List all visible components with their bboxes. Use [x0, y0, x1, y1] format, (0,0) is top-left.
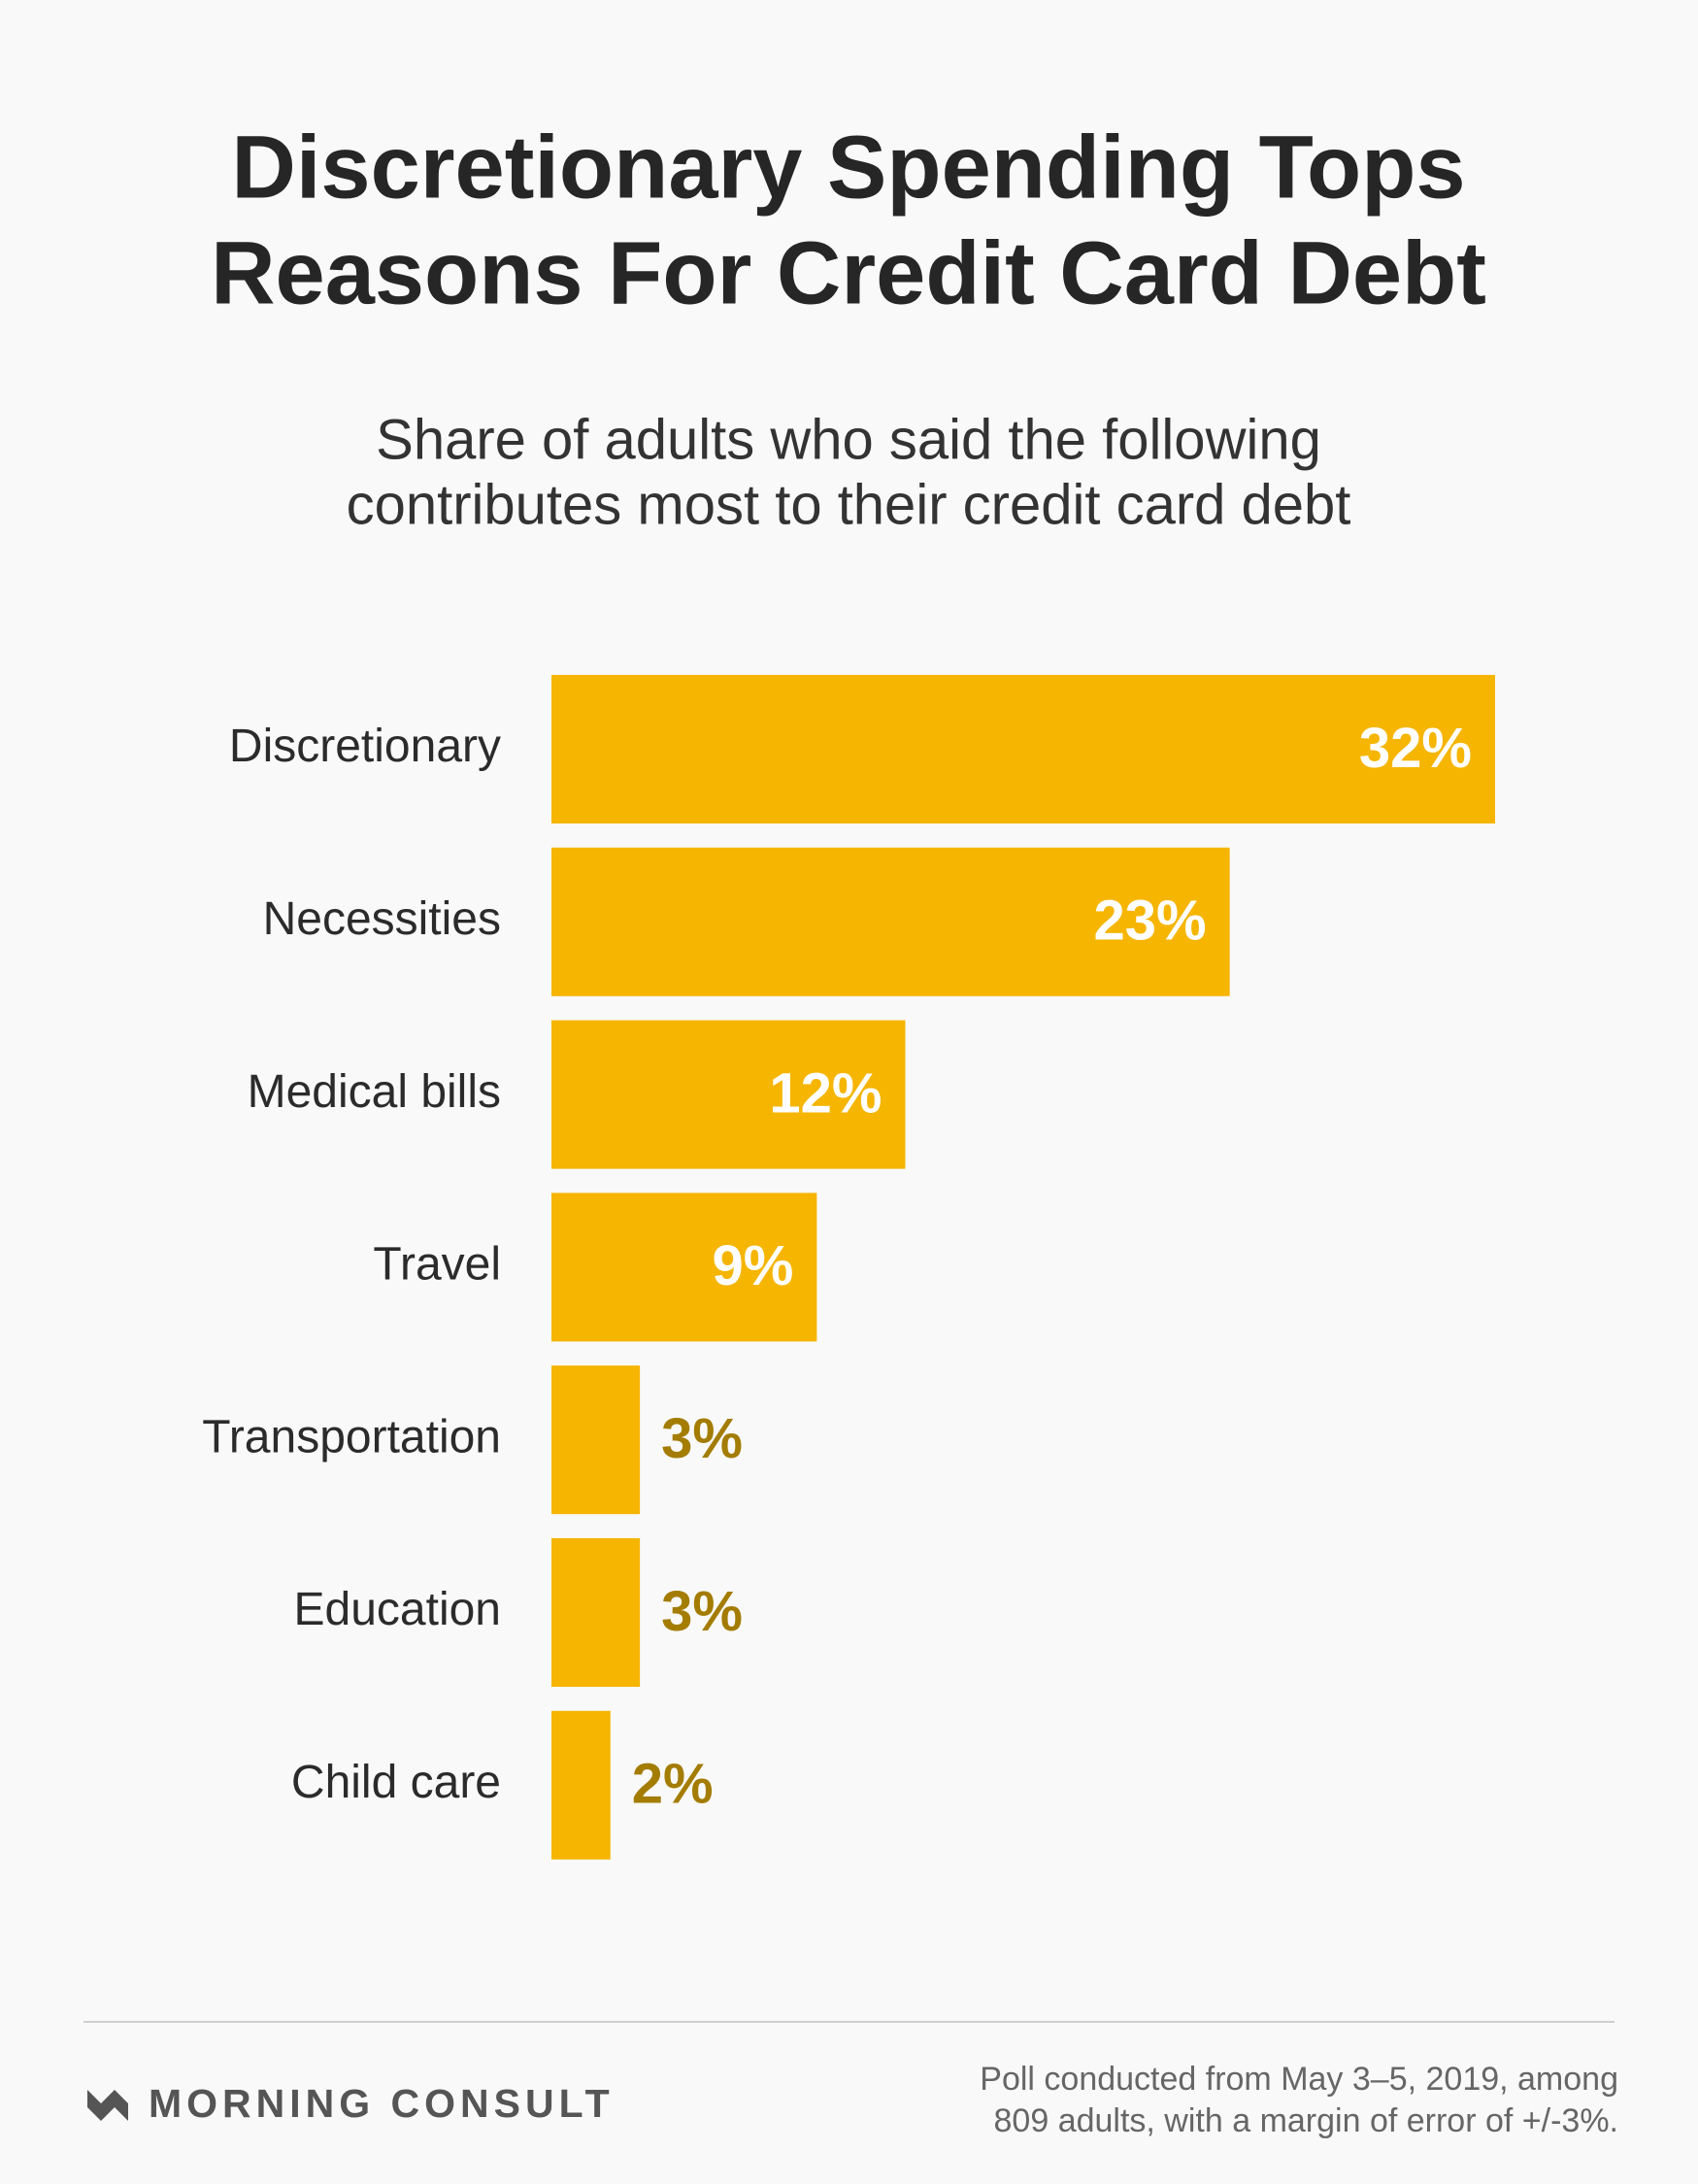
category-label: Necessities	[263, 893, 501, 945]
bar	[551, 1538, 641, 1687]
value-label: 32%	[1359, 717, 1472, 780]
source-note: Poll conducted from May 3–5, 2019, among	[980, 2061, 1618, 2098]
value-label: 23%	[1094, 890, 1207, 953]
bar	[551, 1710, 611, 1860]
bar	[551, 847, 1230, 996]
category-label: Discretionary	[229, 721, 501, 772]
bar	[551, 1193, 817, 1342]
value-label: 3%	[661, 1580, 743, 1643]
value-label: 2%	[632, 1753, 714, 1816]
brand-logo	[87, 2090, 128, 2121]
value-label: 3%	[661, 1407, 743, 1470]
chart-subtitle: contributes most to their credit card de…	[347, 473, 1351, 536]
bar	[551, 675, 1495, 823]
source-note: 809 adults, with a margin of error of +/…	[994, 2102, 1618, 2139]
value-label: 12%	[769, 1061, 882, 1125]
chart-title: Discretionary Spending Tops	[231, 118, 1465, 217]
brand-name: MORNING CONSULT	[149, 2081, 615, 2126]
category-label: Travel	[373, 1239, 501, 1291]
chart-title: Reasons For Credit Card Debt	[211, 223, 1486, 322]
category-label: Child care	[291, 1757, 501, 1808]
chart-subtitle: Share of adults who said the following	[376, 408, 1321, 471]
bar	[551, 1365, 641, 1515]
category-label: Education	[294, 1584, 502, 1635]
value-label: 9%	[713, 1234, 794, 1297]
bar	[551, 1020, 906, 1169]
category-label: Medical bills	[248, 1066, 501, 1118]
category-label: Transportation	[202, 1411, 501, 1462]
